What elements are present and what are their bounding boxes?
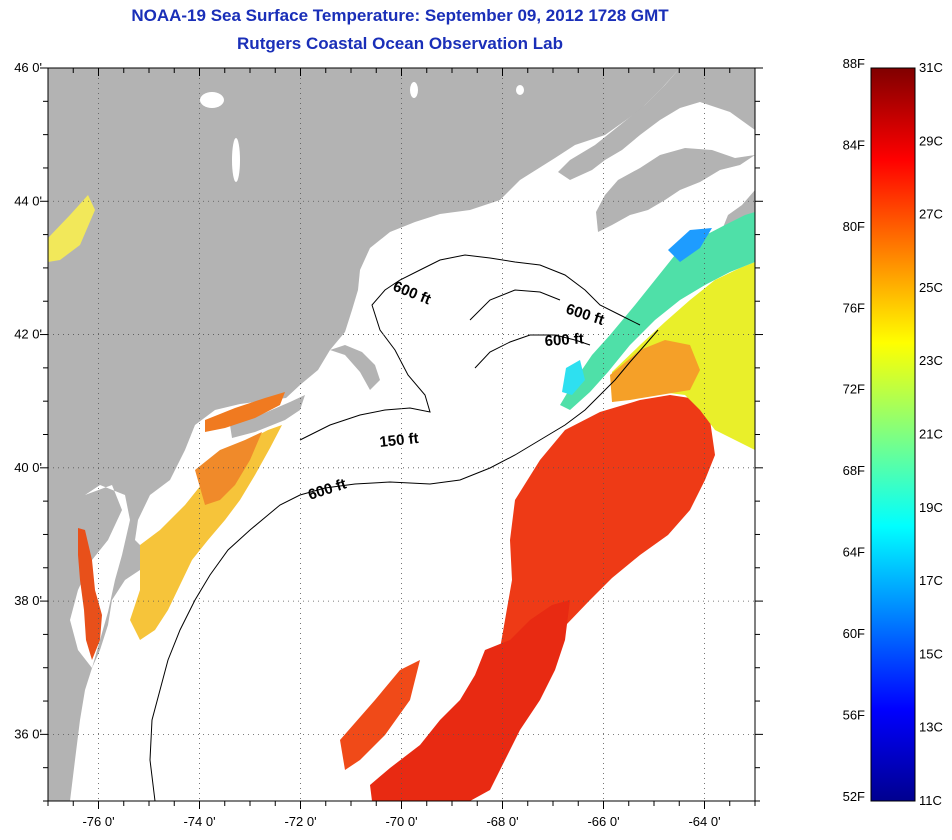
x-tick-label: -76 0'	[82, 814, 114, 829]
y-tick-label: 46 0'	[14, 60, 42, 75]
y-tick-label: 40 0'	[14, 460, 42, 475]
sst-scotian-shelf-orange	[610, 340, 700, 402]
colorbar-f-label: 80F	[843, 219, 865, 234]
contour-label-4: 150 ft	[379, 430, 420, 451]
contour-inner-basin	[469, 289, 561, 321]
colorbar: 88F 84F 80F 76F 72F 68F 64F 60F 56F 52F 31C 29C 27C…	[843, 56, 943, 808]
colorbar-c-label: 27C	[919, 207, 943, 222]
sst-cool-shelf-green	[560, 212, 755, 410]
colorbar-c-label: 23C	[919, 353, 943, 368]
sst-gulf-stream-south	[370, 600, 570, 801]
colorbar-c-label: 29C	[919, 133, 943, 148]
chart-subtitle: Rutgers Coastal Ocean Observation Lab	[237, 34, 563, 53]
sst-data	[78, 212, 755, 801]
map-area: 600 ft 600 ft 600 ft 150 ft 600 ft	[48, 68, 755, 801]
colorbar-f-label: 88F	[843, 56, 865, 71]
contour-600ft-shelf	[149, 329, 659, 801]
colorbar-c-label: 11C	[919, 793, 942, 808]
y-tick-label: 36 0'	[14, 726, 42, 741]
graticule	[48, 68, 755, 801]
long-island	[230, 395, 305, 438]
contour-label-3: 600 ft	[544, 330, 584, 350]
cape-cod	[330, 345, 380, 390]
colorbar-c-label: 31C	[919, 60, 943, 75]
new-brunswick-coast	[558, 68, 755, 180]
x-tick-label: -72 0'	[284, 814, 316, 829]
colorbar-f-label: 60F	[843, 626, 865, 641]
contour-600ft-gulf-of-maine	[474, 334, 591, 369]
sst-cold-patch-blue	[668, 228, 712, 262]
colorbar-f-label: 56F	[843, 707, 865, 722]
y-tick-label: 42 0'	[14, 327, 42, 342]
colorbar-gradient	[870, 67, 916, 802]
x-tick-label: -70 0'	[385, 814, 417, 829]
colorbar-celsius-labels: 31C 29C 27C 25C 23C 21C 19C 17C 15C 13C 11C	[919, 60, 943, 808]
colorbar-f-label: 64F	[843, 545, 865, 560]
colorbar-c-label: 19C	[919, 500, 943, 515]
colorbar-c-label: 25C	[919, 280, 943, 295]
colorbar-f-label: 72F	[843, 382, 865, 397]
x-tick-label: -64 0'	[688, 814, 720, 829]
contour-150ft	[299, 254, 641, 441]
x-tick-label: -68 0'	[486, 814, 518, 829]
sst-chesapeake	[78, 528, 102, 660]
nova-scotia	[596, 148, 755, 232]
sst-cold-patch-cyan	[562, 360, 585, 395]
colorbar-c-label: 13C	[919, 720, 943, 735]
colorbar-f-label: 68F	[843, 463, 865, 478]
colorbar-f-label: 76F	[843, 300, 865, 315]
colorbar-c-label: 17C	[919, 573, 943, 588]
bathymetry-contours	[149, 254, 659, 801]
map-axes: -76 0' -74 0' -72 0' -70 0' -68 0' -66 0' -64 …	[14, 60, 763, 829]
y-tick-label: 44 0'	[14, 193, 42, 208]
colorbar-f-label: 52F	[843, 789, 865, 804]
sst-nearshore-mid-atlantic	[130, 425, 282, 640]
x-tick-label: -66 0'	[587, 814, 619, 829]
y-tick-label: 38 0'	[14, 593, 42, 608]
sst-nearshore-nj	[195, 432, 262, 505]
us-mainland	[48, 68, 680, 801]
colorbar-fahrenheit-labels: 88F 84F 80F 76F 72F 68F 64F 60F 56F 52F	[843, 56, 865, 804]
colorbar-c-label: 15C	[919, 646, 943, 661]
x-tick-label: -74 0'	[183, 814, 215, 829]
colorbar-c-label: 21C	[919, 427, 943, 442]
chart-title: NOAA-19 Sea Surface Temperature: Septemb…	[131, 6, 669, 25]
sst-offshore-patches	[340, 660, 420, 770]
land	[48, 68, 755, 801]
colorbar-f-label: 84F	[843, 137, 865, 152]
sst-long-island-sound	[205, 392, 285, 432]
